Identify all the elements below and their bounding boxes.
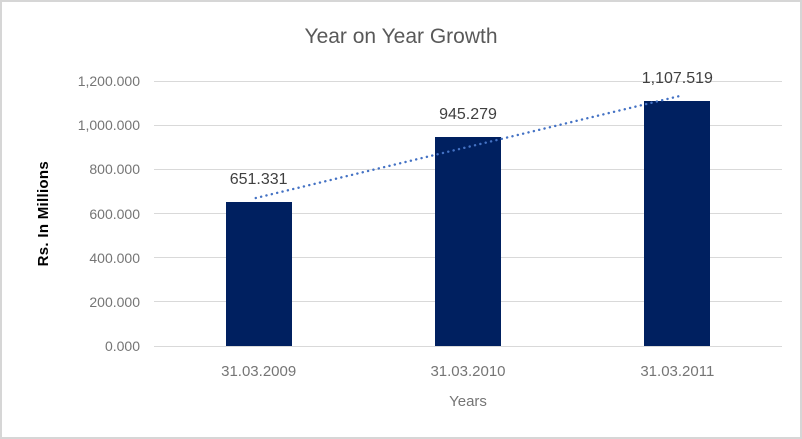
trendline-path (254, 94, 682, 200)
y-axis-tick-label: 200.000 (89, 293, 140, 310)
data-label: 1,107.519 (641, 70, 713, 88)
bar-31.03.2009 (225, 202, 292, 346)
bar-31.03.2011 (644, 101, 711, 346)
bar-31.03.2010 (435, 137, 501, 346)
chart-title: Year on Year Growth (304, 25, 498, 48)
data-label: 651.331 (229, 171, 288, 189)
y-axis-tick-label: 1,000.000 (77, 117, 140, 134)
data-label: 945.279 (439, 106, 497, 124)
y-axis-tick-label: 400.000 (89, 249, 140, 266)
y-axis-tick-label: 800.000 (89, 161, 140, 178)
gridline (154, 345, 782, 347)
gridline (154, 80, 782, 82)
plot-area: 651.331 945.279 1,107.519 (154, 70, 782, 347)
trendline (254, 94, 682, 200)
x-axis-title: Years (449, 393, 487, 410)
x-axis-tick-label: 31.03.2009 (221, 363, 297, 380)
x-axis-tick-label: 31.03.2010 (430, 363, 506, 380)
gridline (154, 124, 782, 126)
x-axis-tick-label: 31.03.2011 (640, 363, 715, 380)
y-axis-tick-label: 600.000 (89, 205, 140, 222)
y-axis-tick-label: 0.000 (104, 338, 140, 354)
y-axis-tick-label: 1,200.000 (77, 73, 140, 89)
